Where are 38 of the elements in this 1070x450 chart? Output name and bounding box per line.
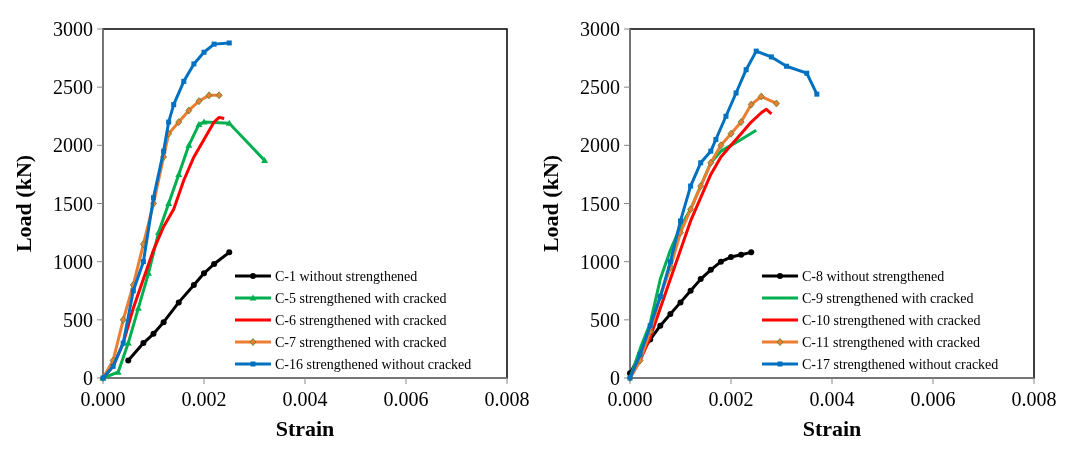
legend-label: C-8 without strengthened [802, 268, 945, 284]
legend-label: C-1 without strengthened [275, 268, 418, 284]
legend-label: C-16 strengthened without cracked [275, 356, 472, 372]
y-tick-label: 2000 [53, 134, 93, 157]
legend-label: C-7 strengthened with cracked [275, 334, 447, 350]
x-axis-title: Strain [275, 416, 335, 441]
legend-label: C-9 strengthened with cracked [802, 290, 974, 306]
y-tick-label: 500 [63, 308, 93, 331]
x-tick-label: 0.000 [607, 388, 653, 410]
y-axis-title: Load (kN) [538, 154, 563, 253]
x-tick-label: 0.000 [80, 388, 126, 410]
x-tick-label: 0.008 [1011, 388, 1057, 410]
y-tick-label: 1500 [580, 192, 620, 215]
x-tick-label: 0.004 [282, 388, 328, 410]
x-tick-label: 0.002 [181, 388, 227, 410]
y-tick-label: 3000 [53, 18, 93, 40]
legend-label: C-11 strengthened with cracked [802, 334, 980, 350]
y-tick-label: 1500 [53, 192, 93, 215]
y-tick-label: 2000 [580, 134, 620, 157]
y-tick-label: 500 [590, 308, 620, 331]
legend-label: C-6 strengthened with cracked [275, 312, 447, 328]
x-tick-label: 0.008 [484, 388, 530, 410]
x-tick-label: 0.004 [809, 388, 855, 410]
y-tick-label: 1000 [580, 250, 620, 273]
y-tick-label: 1000 [53, 250, 93, 273]
y-axis-title: Load (kN) [11, 154, 36, 253]
x-tick-label: 0.006 [383, 388, 429, 410]
y-tick-label: 3000 [580, 18, 620, 40]
y-tick-label: 0 [610, 367, 620, 389]
y-tick-label: 2500 [53, 76, 93, 99]
y-tick-label: 0 [83, 367, 93, 389]
legend-label: C-17 strengthened without cracked [802, 356, 999, 372]
x-axis-title: Strain [802, 416, 862, 441]
y-tick-label: 2500 [580, 76, 620, 99]
legend-label: C-10 strengthened with cracked [802, 312, 981, 328]
x-tick-label: 0.002 [708, 388, 754, 410]
legend-label: C-5 strengthened with cracked [275, 290, 447, 306]
x-tick-label: 0.006 [910, 388, 956, 410]
